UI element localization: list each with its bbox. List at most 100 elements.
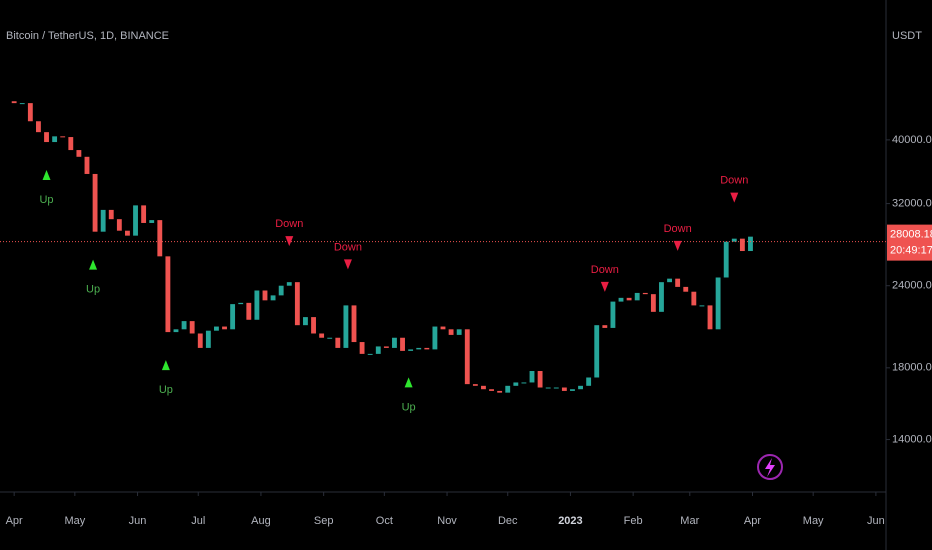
candle-body: [545, 387, 551, 389]
candle-body: [650, 294, 656, 312]
down-signal-label: Down: [334, 241, 362, 253]
x-tick-label: Sep: [314, 515, 334, 527]
candle-body: [173, 329, 179, 333]
candle-body: [286, 282, 292, 286]
candle-body: [634, 292, 640, 301]
candle-body: [165, 256, 171, 333]
candle-body: [60, 136, 66, 138]
y-tick-label: 14000.00: [892, 433, 932, 445]
candle-body: [238, 302, 244, 305]
candle-body: [36, 121, 41, 133]
candle-body: [497, 390, 503, 393]
candle-body: [739, 238, 745, 252]
candle-body: [149, 220, 155, 223]
last-price-label: 28008.18: [890, 229, 932, 241]
candle-body: [254, 290, 260, 320]
up-signal: [161, 360, 170, 371]
candle-body: [68, 137, 74, 151]
candle-body: [303, 317, 308, 326]
up-signal-label: Up: [159, 384, 173, 396]
up-signal: [42, 170, 51, 181]
candle-body: [205, 330, 211, 348]
candle-body: [343, 305, 349, 348]
candle-body: [537, 371, 543, 388]
candle-body: [521, 382, 527, 384]
candle-body: [529, 371, 535, 383]
chart-title: Bitcoin / TetherUS, 1D, BINANCE: [6, 30, 169, 42]
candle-body: [327, 337, 333, 339]
down-signal: [673, 240, 682, 251]
x-tick-label: Jul: [191, 515, 205, 527]
candle-body: [246, 302, 252, 320]
candle-body: [618, 297, 624, 302]
candle-body: [723, 241, 729, 278]
candle-body: [659, 282, 664, 312]
candle-body: [602, 325, 608, 328]
candle-body: [214, 326, 219, 331]
candle-body: [383, 346, 389, 348]
candle-body: [197, 333, 203, 348]
candle-body: [84, 156, 90, 174]
y-tick-label: 40000.00: [892, 134, 932, 146]
candle-body: [181, 321, 187, 330]
candle-body: [464, 329, 470, 385]
y-tick-label: 24000.00: [892, 280, 932, 292]
x-tick-label: May: [64, 515, 85, 527]
candle-body: [125, 230, 130, 236]
down-signal-label: Down: [275, 218, 303, 230]
candle-body: [748, 236, 753, 252]
candle-body: [440, 326, 446, 330]
candle-body: [456, 329, 462, 335]
candle-body: [505, 385, 511, 393]
candle-body: [367, 353, 373, 355]
up-signal-label: Up: [402, 401, 416, 413]
x-tick-label: Jun: [867, 515, 885, 527]
y-tick-label: 32000.00: [892, 197, 932, 209]
candle-body: [400, 337, 405, 351]
logo: [757, 454, 783, 480]
candle-body: [408, 349, 414, 351]
candle-body: [92, 173, 98, 232]
candle-body: [424, 347, 430, 350]
candle-body: [731, 238, 737, 242]
candle-body: [108, 209, 114, 220]
candle-body: [553, 387, 559, 389]
candle-body: [570, 389, 575, 391]
candle-body: [416, 347, 422, 350]
candle-body: [19, 103, 25, 105]
down-signal-label: Down: [720, 175, 748, 187]
candle-body: [699, 305, 705, 307]
x-tick-label: Apr: [744, 515, 761, 527]
candle-body: [11, 101, 17, 104]
candle-body: [578, 385, 583, 390]
down-signal-label: Down: [664, 223, 692, 235]
candle-body: [76, 150, 82, 157]
candle-body: [157, 220, 163, 257]
candle-body: [116, 219, 122, 231]
down-signal: [285, 236, 294, 247]
up-signal: [89, 259, 98, 270]
candle-body: [481, 385, 486, 390]
candle-body: [375, 346, 381, 354]
candle-body: [448, 329, 454, 335]
candle-body: [133, 205, 138, 236]
x-tick-label: Nov: [437, 515, 457, 527]
y-axis-label: USDT: [892, 30, 922, 42]
candle-body: [100, 209, 106, 232]
candle-body: [626, 297, 632, 301]
candle-body: [561, 387, 567, 391]
candle-body: [359, 342, 365, 354]
x-tick-label: Aug: [251, 515, 271, 527]
x-tick-label: Feb: [624, 515, 643, 527]
x-tick-label: Apr: [6, 515, 23, 527]
candle-body: [675, 278, 681, 287]
candle-body: [715, 277, 721, 330]
candle-body: [432, 326, 438, 350]
candle-body: [392, 337, 397, 348]
x-tick-label: Mar: [680, 515, 699, 527]
up-signal-label: Up: [39, 194, 53, 206]
down-signal-label: Down: [591, 264, 619, 276]
up-signal: [404, 377, 413, 388]
